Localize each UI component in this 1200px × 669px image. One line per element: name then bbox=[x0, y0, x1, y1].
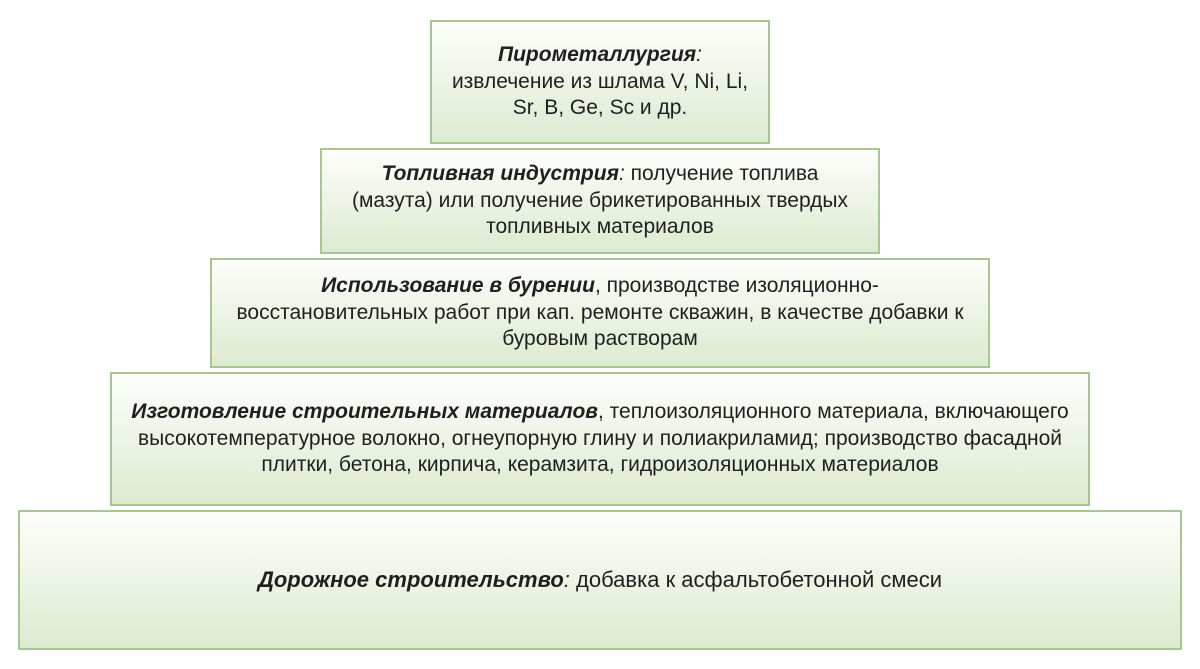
pyramid-diagram: Пирометаллургия: извлечение из шлама V, … bbox=[0, 0, 1200, 669]
pyramid-level-4: Изготовление строительных материалов, те… bbox=[110, 372, 1090, 506]
level-title: Использование в бурении bbox=[321, 274, 595, 297]
level-title: Топливная индустрия bbox=[382, 162, 619, 185]
pyramid-level-5: Дорожное строительство: добавка к асфаль… bbox=[18, 510, 1182, 650]
pyramid-level-1: Пирометаллургия: извлечение из шлама V, … bbox=[430, 20, 770, 144]
level-title: Дорожное строительство bbox=[258, 567, 564, 592]
pyramid-level-3: Использование в бурении, производстве из… bbox=[210, 258, 990, 368]
pyramid-level-2: Топливная индустрия: получение топлива (… bbox=[320, 148, 880, 254]
level-title: Изготовление строительных материалов bbox=[131, 400, 598, 423]
level-colon: : bbox=[696, 43, 702, 66]
level-title: Пирометаллургия bbox=[498, 43, 696, 66]
level-body: извлечение из шлама V, Ni, Li, Sr, B, Ge… bbox=[452, 70, 748, 120]
level-body: добавка к асфальтобетонной смеси bbox=[570, 567, 942, 592]
